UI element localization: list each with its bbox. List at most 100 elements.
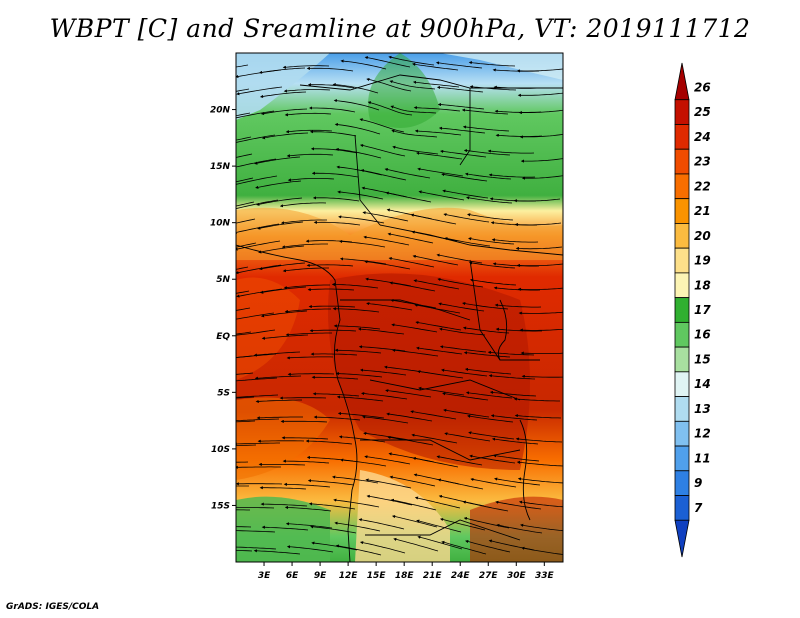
streamline — [236, 110, 275, 119]
colorbar-swatch — [674, 173, 690, 200]
streamline — [236, 396, 255, 399]
lat-tick-label: EQ — [216, 332, 230, 342]
streamline — [444, 432, 491, 442]
streamline — [236, 418, 280, 422]
streamline — [236, 331, 252, 335]
lat-tick-label: 5S — [217, 388, 230, 398]
streamline — [366, 494, 413, 506]
streamline — [309, 329, 357, 333]
streamline — [306, 66, 354, 72]
lat-tick-label: 5N — [216, 275, 230, 285]
lon-tick-label: 27E — [479, 571, 499, 581]
streamline — [389, 80, 436, 90]
streamline — [284, 505, 332, 512]
streamline — [310, 525, 357, 534]
streamline — [521, 546, 563, 555]
colorbar-swatch — [674, 445, 690, 472]
map-frame — [235, 52, 564, 563]
streamline — [516, 263, 563, 268]
colorbar-label: 12 — [694, 427, 711, 441]
streamline — [236, 223, 280, 234]
streamline — [236, 177, 254, 183]
streamline — [437, 478, 484, 490]
streamline — [254, 375, 302, 380]
streamline — [236, 136, 252, 141]
streamline — [412, 254, 459, 266]
streamline — [435, 61, 483, 69]
streamline — [489, 390, 537, 397]
streamline — [437, 103, 485, 110]
streamline — [363, 431, 410, 441]
streamline — [309, 130, 357, 137]
streamline — [358, 345, 406, 352]
streamline — [236, 175, 278, 185]
colorbar-label: 18 — [694, 278, 711, 292]
streamline — [392, 348, 439, 357]
streamline — [463, 351, 511, 358]
streamline — [389, 281, 436, 292]
streamline — [439, 345, 487, 353]
streamline — [260, 108, 308, 116]
streamline — [307, 479, 355, 486]
streamline — [287, 178, 335, 182]
streamline — [337, 411, 385, 419]
lon-tick-label: 12E — [339, 571, 359, 581]
streamline — [362, 415, 409, 424]
streamline — [442, 392, 489, 401]
streamline — [410, 213, 457, 225]
lon-tick-label: 24E — [451, 571, 471, 581]
streamline — [518, 311, 563, 315]
streamline — [257, 221, 304, 230]
streamline — [260, 310, 308, 318]
streamline — [467, 414, 514, 423]
streamline — [521, 374, 563, 378]
streamline — [306, 263, 354, 267]
streamline — [414, 303, 461, 314]
streamline — [494, 303, 542, 308]
streamline — [359, 118, 405, 133]
streamline — [307, 83, 355, 89]
colorbar-swatch — [674, 396, 690, 422]
colorbar-swatch — [674, 198, 690, 224]
streamline — [391, 323, 438, 333]
streamline — [514, 222, 562, 227]
streamline — [312, 196, 360, 202]
streamline — [488, 173, 536, 178]
colorbar-label: 16 — [694, 328, 711, 342]
streamline — [340, 458, 387, 467]
streamline — [437, 277, 484, 288]
streamline — [411, 230, 458, 242]
colorbar-swatch — [674, 272, 690, 299]
streamline — [518, 109, 563, 115]
streamline — [256, 197, 303, 206]
streamline — [339, 239, 386, 248]
streamline — [311, 171, 359, 178]
colorbar-swatch — [674, 346, 690, 373]
streamline — [334, 348, 382, 354]
streamline — [310, 352, 358, 356]
streamline — [284, 112, 332, 117]
colorbar-label: 17 — [694, 303, 711, 317]
streamline — [236, 377, 278, 382]
streamline — [258, 245, 305, 254]
streamline — [361, 391, 408, 400]
grads-credit: GrADS: IGES/COLA — [6, 602, 100, 612]
colorbar-label: 14 — [694, 377, 711, 391]
streamline — [488, 374, 536, 380]
streamline — [286, 153, 334, 158]
streamline — [443, 213, 490, 223]
streamline — [490, 414, 538, 421]
streamline — [515, 246, 563, 251]
streamline — [260, 502, 308, 507]
streamline — [359, 541, 406, 554]
streamline — [236, 461, 249, 463]
streamline — [436, 253, 483, 264]
streamline — [412, 62, 459, 71]
streamline — [362, 211, 409, 222]
streamline — [466, 196, 513, 204]
streamline — [391, 129, 438, 138]
streamline — [465, 539, 511, 553]
lon-axis: 3E 6E 9E 12E 15E 18E 21E 24E 27E 30E 33E — [258, 562, 554, 581]
colorbar-label: 22 — [694, 179, 711, 193]
streamline — [236, 264, 282, 275]
